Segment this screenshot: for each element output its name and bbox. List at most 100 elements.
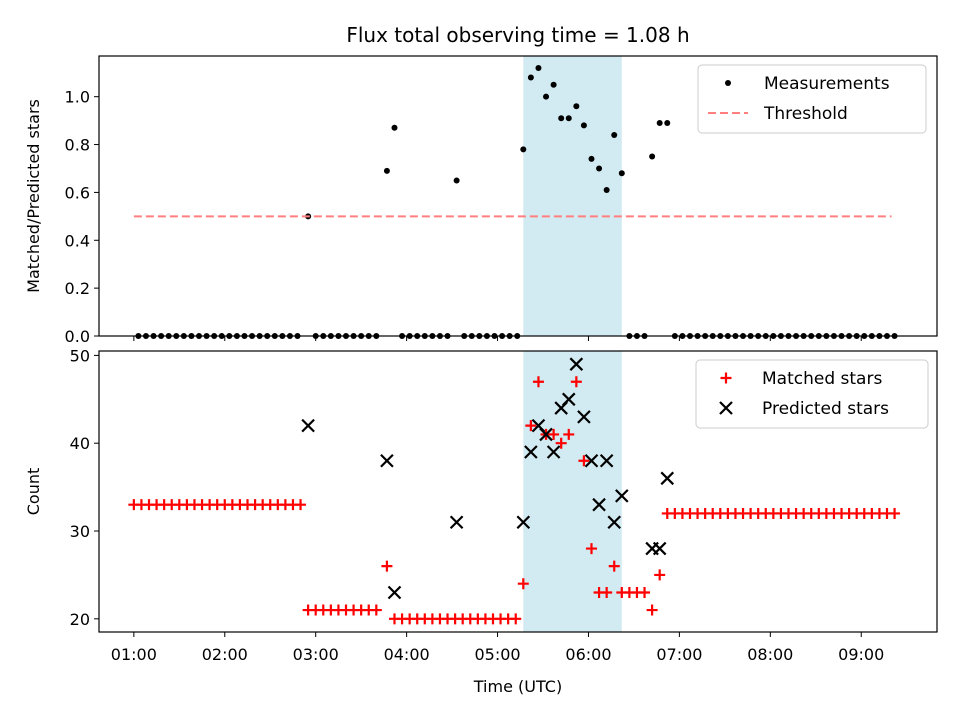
x-tick-label: 01:00	[111, 645, 157, 664]
x-tick-label: 03:00	[293, 645, 339, 664]
legend-label: Measurements	[764, 74, 890, 94]
data-point	[577, 410, 591, 424]
data-point	[516, 515, 531, 530]
data-point	[573, 103, 580, 110]
y-tick-label: 1.0	[65, 88, 90, 107]
data-point	[615, 489, 629, 503]
legend-box	[695, 359, 929, 429]
data-point	[607, 515, 622, 530]
data-point	[660, 471, 675, 486]
legend-swatch	[720, 372, 732, 384]
data-point	[555, 437, 567, 449]
data-point	[618, 170, 625, 177]
axes-frame	[98, 55, 938, 337]
data-point	[578, 455, 590, 467]
data-point	[510, 613, 522, 625]
shaded-interval	[523, 56, 622, 336]
data-point	[592, 497, 606, 512]
legend: Measurements Threshold	[697, 64, 927, 134]
y-tick-label: 0.8	[65, 136, 90, 155]
x-tick-label: 07:00	[656, 645, 702, 664]
x-tick-label: 04:00	[384, 645, 430, 664]
legend-label: Threshold	[763, 104, 848, 124]
data-point	[563, 428, 575, 440]
legend-swatch	[719, 401, 733, 415]
legend-swatch	[725, 80, 731, 86]
data-point	[588, 155, 595, 162]
data-point	[295, 499, 307, 511]
panel-ratio: 0.0 0.2 0.4 0.6 0.8 1.0 Matched/Predicted star…	[24, 55, 938, 346]
data-point	[561, 392, 576, 407]
data-point	[524, 445, 538, 459]
data-point	[532, 376, 544, 388]
data-point	[889, 507, 901, 519]
data-point	[535, 64, 542, 71]
series-predicted-stars	[301, 357, 675, 600]
data-point	[652, 541, 667, 556]
data-point	[546, 445, 561, 459]
data-point	[517, 578, 529, 590]
data-point	[453, 177, 460, 184]
chart-title: Flux total observing time = 1.08 h	[346, 23, 689, 47]
y-axis-label: Matched/Predicted stars	[24, 99, 43, 293]
y-tick-label: 0.4	[65, 231, 90, 250]
data-point	[383, 167, 390, 174]
data-point	[550, 81, 557, 88]
x-tick-label: 02:00	[202, 645, 248, 664]
data-point	[654, 569, 666, 581]
y-tick-label: 0.0	[65, 327, 90, 346]
x-tick-label: 06:00	[565, 645, 611, 664]
data-point	[580, 122, 587, 129]
data-point	[649, 153, 656, 160]
y-tick-label: 20	[70, 610, 90, 629]
legend-label: Matched stars	[762, 369, 882, 389]
x-axis-label: Time (UTC)	[473, 677, 562, 696]
data-point	[585, 543, 597, 555]
data-point	[596, 165, 603, 172]
data-point	[391, 124, 398, 131]
axes-frame	[98, 350, 938, 633]
data-point	[584, 453, 599, 468]
data-point	[301, 418, 315, 433]
data-point	[543, 93, 550, 100]
shaded-interval	[523, 351, 622, 632]
x-tick-label: 05:00	[474, 645, 520, 664]
x-tick-label: 08:00	[747, 645, 793, 664]
data-point	[539, 427, 553, 442]
series-matched-stars	[128, 376, 901, 625]
data-point	[558, 115, 565, 122]
data-point	[639, 586, 651, 598]
data-point	[525, 420, 537, 432]
data-point	[548, 428, 560, 440]
panel-count: 20 30 40 50 01:00 02:00 03:00 04:00 05:00 06:00 07…	[24, 346, 938, 696]
data-point	[520, 146, 527, 153]
data-point	[570, 376, 582, 388]
y-tick-label: 0.2	[65, 279, 90, 298]
data-point	[381, 560, 393, 572]
legend: Matched stars Predicted stars	[695, 359, 929, 429]
data-point	[387, 585, 402, 600]
data-point	[646, 604, 658, 616]
data-point	[664, 120, 671, 127]
data-point	[569, 357, 584, 371]
data-point	[608, 560, 620, 572]
data-point	[656, 120, 663, 127]
data-point	[370, 604, 382, 616]
x-tick-label: 09:00	[838, 645, 884, 664]
y-tick-label: 50	[70, 346, 90, 365]
legend-label: Predicted stars	[762, 399, 889, 419]
data-point	[380, 453, 394, 468]
data-point	[449, 515, 464, 530]
y-tick-label: 0.6	[65, 183, 90, 202]
legend-box	[697, 64, 927, 134]
data-point	[565, 115, 572, 122]
data-point	[611, 131, 618, 138]
y-axis-label: Count	[24, 468, 43, 516]
data-point	[527, 74, 534, 81]
y-tick-label: 40	[70, 434, 90, 453]
y-tick-label: 30	[70, 522, 90, 541]
data-point	[599, 453, 614, 468]
data-point	[601, 586, 613, 598]
data-point	[603, 187, 610, 194]
